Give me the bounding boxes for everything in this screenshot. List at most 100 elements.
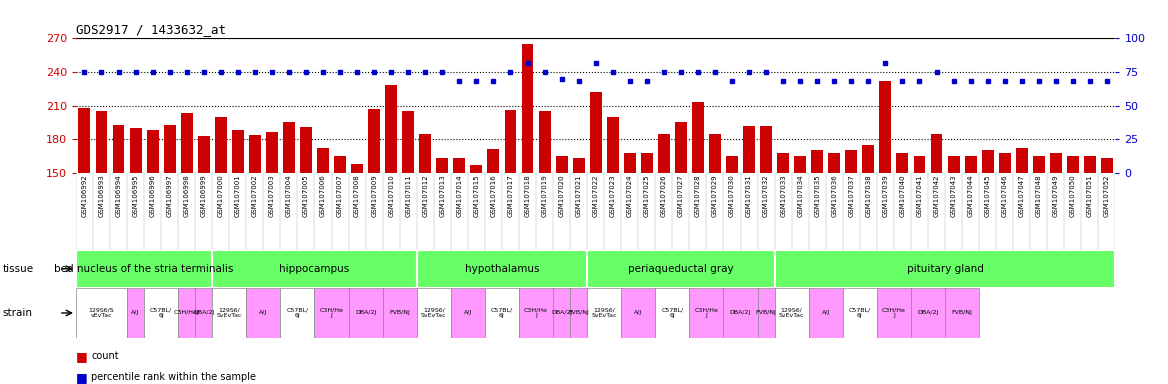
Text: GSM107026: GSM107026 bbox=[661, 174, 667, 217]
Text: GSM107023: GSM107023 bbox=[610, 174, 616, 217]
Text: count: count bbox=[91, 351, 119, 361]
Bar bbox=[451, 288, 485, 338]
Text: pituitary gland: pituitary gland bbox=[906, 264, 983, 274]
Bar bbox=[215, 117, 227, 173]
Text: GSM107030: GSM107030 bbox=[729, 174, 735, 217]
Text: C3H/He
J: C3H/He J bbox=[320, 308, 343, 318]
Bar bbox=[280, 288, 314, 338]
Bar bbox=[1066, 156, 1079, 173]
Bar bbox=[505, 110, 516, 173]
Bar bbox=[249, 135, 260, 173]
Text: percentile rank within the sample: percentile rank within the sample bbox=[91, 372, 256, 382]
Text: C57BL/
6J: C57BL/ 6J bbox=[286, 308, 308, 318]
Bar bbox=[352, 164, 363, 173]
Text: GSM107028: GSM107028 bbox=[695, 174, 701, 217]
Text: hypothalamus: hypothalamus bbox=[465, 264, 540, 274]
Text: GSM106997: GSM106997 bbox=[167, 174, 173, 217]
Text: GSM107004: GSM107004 bbox=[286, 174, 292, 217]
Bar bbox=[437, 158, 449, 173]
Text: GSM107016: GSM107016 bbox=[491, 174, 496, 217]
Bar bbox=[522, 44, 534, 173]
Bar bbox=[348, 288, 383, 338]
Text: GSM107034: GSM107034 bbox=[798, 174, 804, 217]
Bar bbox=[453, 158, 465, 173]
Bar bbox=[808, 288, 843, 338]
Bar bbox=[419, 134, 431, 173]
Bar bbox=[1050, 152, 1062, 173]
Bar bbox=[999, 152, 1010, 173]
Text: GSM107017: GSM107017 bbox=[507, 174, 514, 217]
Bar bbox=[572, 158, 585, 173]
Text: 129S6/
SvEvTac: 129S6/ SvEvTac bbox=[779, 308, 805, 318]
Bar bbox=[417, 288, 451, 338]
Text: GSM107043: GSM107043 bbox=[951, 174, 957, 217]
Bar bbox=[385, 85, 397, 173]
Bar bbox=[1033, 156, 1044, 173]
Text: C57BL/
6J: C57BL/ 6J bbox=[491, 308, 513, 318]
Bar bbox=[621, 288, 655, 338]
Text: FVB/NJ: FVB/NJ bbox=[756, 310, 777, 316]
Bar bbox=[689, 288, 723, 338]
Text: GSM107048: GSM107048 bbox=[1036, 174, 1042, 217]
Text: FVB/NJ: FVB/NJ bbox=[952, 310, 973, 316]
Text: GSM107038: GSM107038 bbox=[865, 174, 871, 217]
Bar bbox=[402, 111, 415, 173]
Bar bbox=[231, 130, 244, 173]
Text: DBA/2J: DBA/2J bbox=[355, 310, 376, 316]
Bar bbox=[213, 288, 246, 338]
Text: A/J: A/J bbox=[821, 310, 829, 316]
Text: GSM107007: GSM107007 bbox=[338, 174, 343, 217]
Bar bbox=[877, 288, 911, 338]
Text: GSM107011: GSM107011 bbox=[405, 174, 411, 217]
Text: GSM107019: GSM107019 bbox=[542, 174, 548, 217]
Text: GSM107041: GSM107041 bbox=[917, 174, 923, 217]
Text: GSM107015: GSM107015 bbox=[473, 174, 479, 217]
Text: GSM107036: GSM107036 bbox=[832, 174, 837, 217]
Bar bbox=[774, 288, 808, 338]
Bar bbox=[981, 151, 994, 173]
Text: GSM107040: GSM107040 bbox=[899, 174, 905, 217]
Text: C57BL/
6J: C57BL/ 6J bbox=[849, 308, 871, 318]
Bar bbox=[283, 122, 294, 173]
Bar bbox=[606, 117, 619, 173]
Text: GSM106992: GSM106992 bbox=[82, 174, 88, 217]
Text: GSM107012: GSM107012 bbox=[423, 174, 429, 217]
Text: GSM107005: GSM107005 bbox=[303, 174, 310, 217]
Bar bbox=[195, 288, 213, 338]
Bar bbox=[570, 288, 588, 338]
Bar bbox=[76, 288, 127, 338]
Text: GDS2917 / 1433632_at: GDS2917 / 1433632_at bbox=[76, 23, 225, 36]
Bar bbox=[846, 151, 857, 173]
Bar bbox=[519, 288, 554, 338]
Text: GSM107042: GSM107042 bbox=[933, 174, 939, 217]
Text: tissue: tissue bbox=[2, 264, 34, 274]
Bar bbox=[760, 126, 772, 173]
Text: C57BL/
6J: C57BL/ 6J bbox=[661, 308, 683, 318]
Text: GSM107010: GSM107010 bbox=[388, 174, 394, 217]
Bar bbox=[213, 250, 417, 288]
Bar bbox=[181, 113, 193, 173]
Text: GSM107033: GSM107033 bbox=[780, 174, 786, 217]
Text: periaqueductal gray: periaqueductal gray bbox=[628, 264, 734, 274]
Bar bbox=[417, 250, 588, 288]
Bar bbox=[144, 288, 179, 338]
Bar bbox=[726, 156, 738, 173]
Bar bbox=[471, 165, 482, 173]
Text: 129S6/
SvEvTac: 129S6/ SvEvTac bbox=[591, 308, 617, 318]
Text: GSM106999: GSM106999 bbox=[201, 174, 207, 217]
Bar bbox=[965, 156, 976, 173]
Bar bbox=[897, 152, 909, 173]
Text: GSM107039: GSM107039 bbox=[882, 174, 889, 217]
Text: GSM106996: GSM106996 bbox=[150, 174, 155, 217]
Text: GSM107047: GSM107047 bbox=[1018, 174, 1024, 217]
Text: GSM107021: GSM107021 bbox=[576, 174, 582, 217]
Bar bbox=[931, 134, 943, 173]
Text: bed nucleus of the stria terminalis: bed nucleus of the stria terminalis bbox=[55, 264, 234, 274]
Text: GSM107020: GSM107020 bbox=[558, 174, 564, 217]
Bar bbox=[314, 288, 348, 338]
Text: C57BL/
6J: C57BL/ 6J bbox=[150, 308, 172, 318]
Text: GSM107035: GSM107035 bbox=[814, 174, 820, 217]
Text: GSM107018: GSM107018 bbox=[524, 174, 530, 217]
Bar bbox=[624, 152, 635, 173]
Text: GSM106995: GSM106995 bbox=[132, 174, 139, 217]
